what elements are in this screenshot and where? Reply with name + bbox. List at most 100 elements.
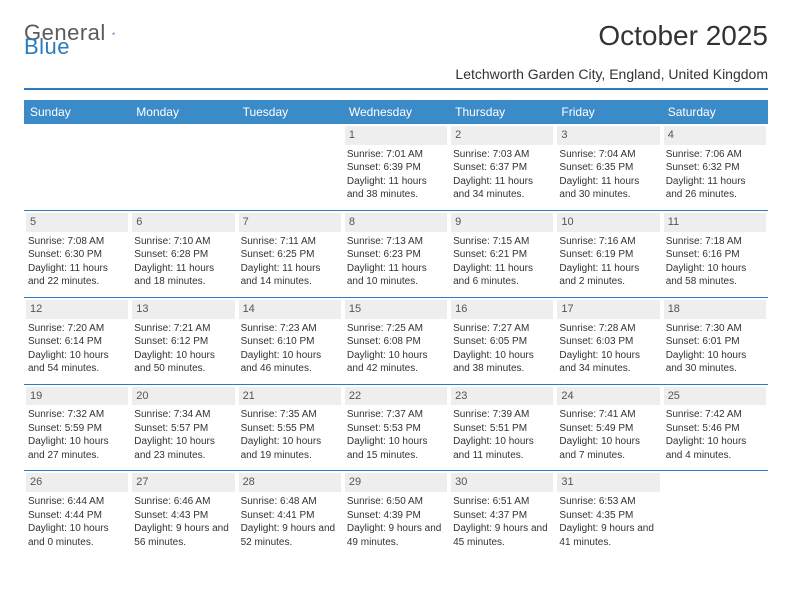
calendar-cell (662, 471, 768, 557)
sunrise-line: Sunrise: 7:01 AM (347, 148, 445, 162)
calendar-cell: 13Sunrise: 7:21 AMSunset: 6:12 PMDayligh… (130, 297, 236, 384)
title-block: October 2025 (598, 20, 768, 52)
sunrise-line: Sunrise: 7:06 AM (666, 148, 764, 162)
sunset-line: Sunset: 6:14 PM (28, 335, 126, 349)
daylight-line: Daylight: 9 hours and 52 minutes. (241, 522, 339, 549)
daylight-line: Daylight: 10 hours and 0 minutes. (28, 522, 126, 549)
calendar-page: General October 2025 Blue Letchworth Gar… (0, 0, 792, 577)
sunset-line: Sunset: 6:05 PM (453, 335, 551, 349)
sunset-line: Sunset: 6:37 PM (453, 161, 551, 175)
daylight-line: Daylight: 10 hours and 46 minutes. (241, 349, 339, 376)
calendar-cell: 7Sunrise: 7:11 AMSunset: 6:25 PMDaylight… (237, 210, 343, 297)
sunrise-line: Sunrise: 6:48 AM (241, 495, 339, 509)
sunset-line: Sunset: 4:37 PM (453, 509, 551, 523)
day-header: Thursday (449, 100, 555, 124)
calendar-cell: 26Sunrise: 6:44 AMSunset: 4:44 PMDayligh… (24, 471, 130, 557)
sunrise-line: Sunrise: 7:03 AM (453, 148, 551, 162)
sunrise-line: Sunrise: 7:10 AM (134, 235, 232, 249)
sunrise-line: Sunrise: 7:13 AM (347, 235, 445, 249)
day-number: 14 (239, 300, 341, 319)
calendar-cell: 25Sunrise: 7:42 AMSunset: 5:46 PMDayligh… (662, 384, 768, 471)
sunset-line: Sunset: 4:44 PM (28, 509, 126, 523)
day-number: 19 (26, 387, 128, 406)
calendar-table: SundayMondayTuesdayWednesdayThursdayFrid… (24, 100, 768, 557)
calendar-cell: 4Sunrise: 7:06 AMSunset: 6:32 PMDaylight… (662, 124, 768, 210)
day-number: 21 (239, 387, 341, 406)
day-number: 22 (345, 387, 447, 406)
calendar-cell: 17Sunrise: 7:28 AMSunset: 6:03 PMDayligh… (555, 297, 661, 384)
sunset-line: Sunset: 6:21 PM (453, 248, 551, 262)
sunrise-line: Sunrise: 7:35 AM (241, 408, 339, 422)
day-number: 26 (26, 473, 128, 492)
calendar-week: 5 Sunrise: 7:08 AMSunset: 6:30 PM Daylight… (24, 210, 768, 297)
daylight-line: Daylight: 10 hours and 4 minutes. (666, 435, 764, 462)
sunset-line: Sunset: 6:16 PM (666, 248, 764, 262)
daylight-line: Daylight: 10 hours and 58 minutes. (666, 262, 764, 289)
sunrise-line: Sunrise: 6:46 AM (134, 495, 232, 509)
daylight-line: Daylight: 10 hours and 11 minutes. (453, 435, 551, 462)
daylight-line: Daylight: 10 hours and 38 minutes. (453, 349, 551, 376)
calendar-cell: 18Sunrise: 7:30 AMSunset: 6:01 PMDayligh… (662, 297, 768, 384)
sunset-line: Sunset: 6:23 PM (347, 248, 445, 262)
calendar-cell (237, 124, 343, 210)
day-header: Wednesday (343, 100, 449, 124)
daylight-line: Daylight: 11 hours and 26 minutes. (666, 175, 764, 202)
sunrise-line: Sunrise: 7:25 AM (347, 322, 445, 336)
daylight-line: Daylight: 11 hours and 18 minutes. (134, 262, 232, 289)
sunrise-line: Sunrise: 7:39 AM (453, 408, 551, 422)
calendar-cell: 5Sunrise: 7:08 AMSunset: 6:30 PMDaylight… (24, 210, 130, 297)
day-header: Monday (130, 100, 236, 124)
day-number: 12 (26, 300, 128, 319)
sunrise-line: Sunrise: 7:34 AM (134, 408, 232, 422)
sunset-line: Sunset: 5:49 PM (559, 422, 657, 436)
sunset-line: Sunset: 6:39 PM (347, 161, 445, 175)
brand-part2: Blue (24, 34, 70, 60)
daylight-line: Daylight: 11 hours and 14 minutes. (241, 262, 339, 289)
calendar-cell: 21Sunrise: 7:35 AMSunset: 5:55 PMDayligh… (237, 384, 343, 471)
calendar-cell: 14Sunrise: 7:23 AMSunset: 6:10 PMDayligh… (237, 297, 343, 384)
sunset-line: Sunset: 5:57 PM (134, 422, 232, 436)
logo-sail-icon (112, 25, 116, 41)
sunrise-line: Sunrise: 7:08 AM (28, 235, 126, 249)
day-number: 1 (345, 126, 447, 145)
daylight-line: Daylight: 11 hours and 38 minutes. (347, 175, 445, 202)
calendar-cell: 9Sunrise: 7:15 AMSunset: 6:21 PMDaylight… (449, 210, 555, 297)
sunset-line: Sunset: 6:28 PM (134, 248, 232, 262)
day-number: 15 (345, 300, 447, 319)
daylight-line: Daylight: 10 hours and 54 minutes. (28, 349, 126, 376)
calendar-cell: 2Sunrise: 7:03 AMSunset: 6:37 PMDaylight… (449, 124, 555, 210)
daylight-line: Daylight: 11 hours and 30 minutes. (559, 175, 657, 202)
calendar-cell: 16Sunrise: 7:27 AMSunset: 6:05 PMDayligh… (449, 297, 555, 384)
calendar-cell: 29Sunrise: 6:50 AMSunset: 4:39 PMDayligh… (343, 471, 449, 557)
day-number: 10 (557, 213, 659, 232)
daylight-line: Daylight: 10 hours and 23 minutes. (134, 435, 232, 462)
calendar-cell: 15Sunrise: 7:25 AMSunset: 6:08 PMDayligh… (343, 297, 449, 384)
sunset-line: Sunset: 5:46 PM (666, 422, 764, 436)
day-number: 5 (26, 213, 128, 232)
sunset-line: Sunset: 5:51 PM (453, 422, 551, 436)
day-header: Sunday (24, 100, 130, 124)
calendar-week: 12Sunrise: 7:20 AMSunset: 6:14 PMDayligh… (24, 297, 768, 384)
day-number: 3 (557, 126, 659, 145)
location-line: Letchworth Garden City, England, United … (24, 66, 768, 90)
day-number: 7 (239, 213, 341, 232)
sunrise-line: Sunrise: 7:18 AM (666, 235, 764, 249)
day-number: 18 (664, 300, 766, 319)
sunrise-line: Sunrise: 7:15 AM (453, 235, 551, 249)
day-header: Saturday (662, 100, 768, 124)
sunset-line: Sunset: 6:01 PM (666, 335, 764, 349)
daylight-line: Daylight: 10 hours and 42 minutes. (347, 349, 445, 376)
sunset-line: Sunset: 6:30 PM (28, 248, 126, 262)
day-number: 4 (664, 126, 766, 145)
sunrise-line: Sunrise: 7:28 AM (559, 322, 657, 336)
day-number: 31 (557, 473, 659, 492)
calendar-body: 1Sunrise: 7:01 AMSunset: 6:39 PMDaylight… (24, 124, 768, 557)
daylight-line: Daylight: 10 hours and 30 minutes. (666, 349, 764, 376)
calendar-cell (130, 124, 236, 210)
calendar-cell: 30Sunrise: 6:51 AMSunset: 4:37 PMDayligh… (449, 471, 555, 557)
daylight-line: Daylight: 10 hours and 15 minutes. (347, 435, 445, 462)
sunrise-line: Sunrise: 6:51 AM (453, 495, 551, 509)
calendar-week: 26Sunrise: 6:44 AMSunset: 4:44 PMDayligh… (24, 471, 768, 557)
daylight-line: Daylight: 9 hours and 41 minutes. (559, 522, 657, 549)
sunset-line: Sunset: 6:25 PM (241, 248, 339, 262)
